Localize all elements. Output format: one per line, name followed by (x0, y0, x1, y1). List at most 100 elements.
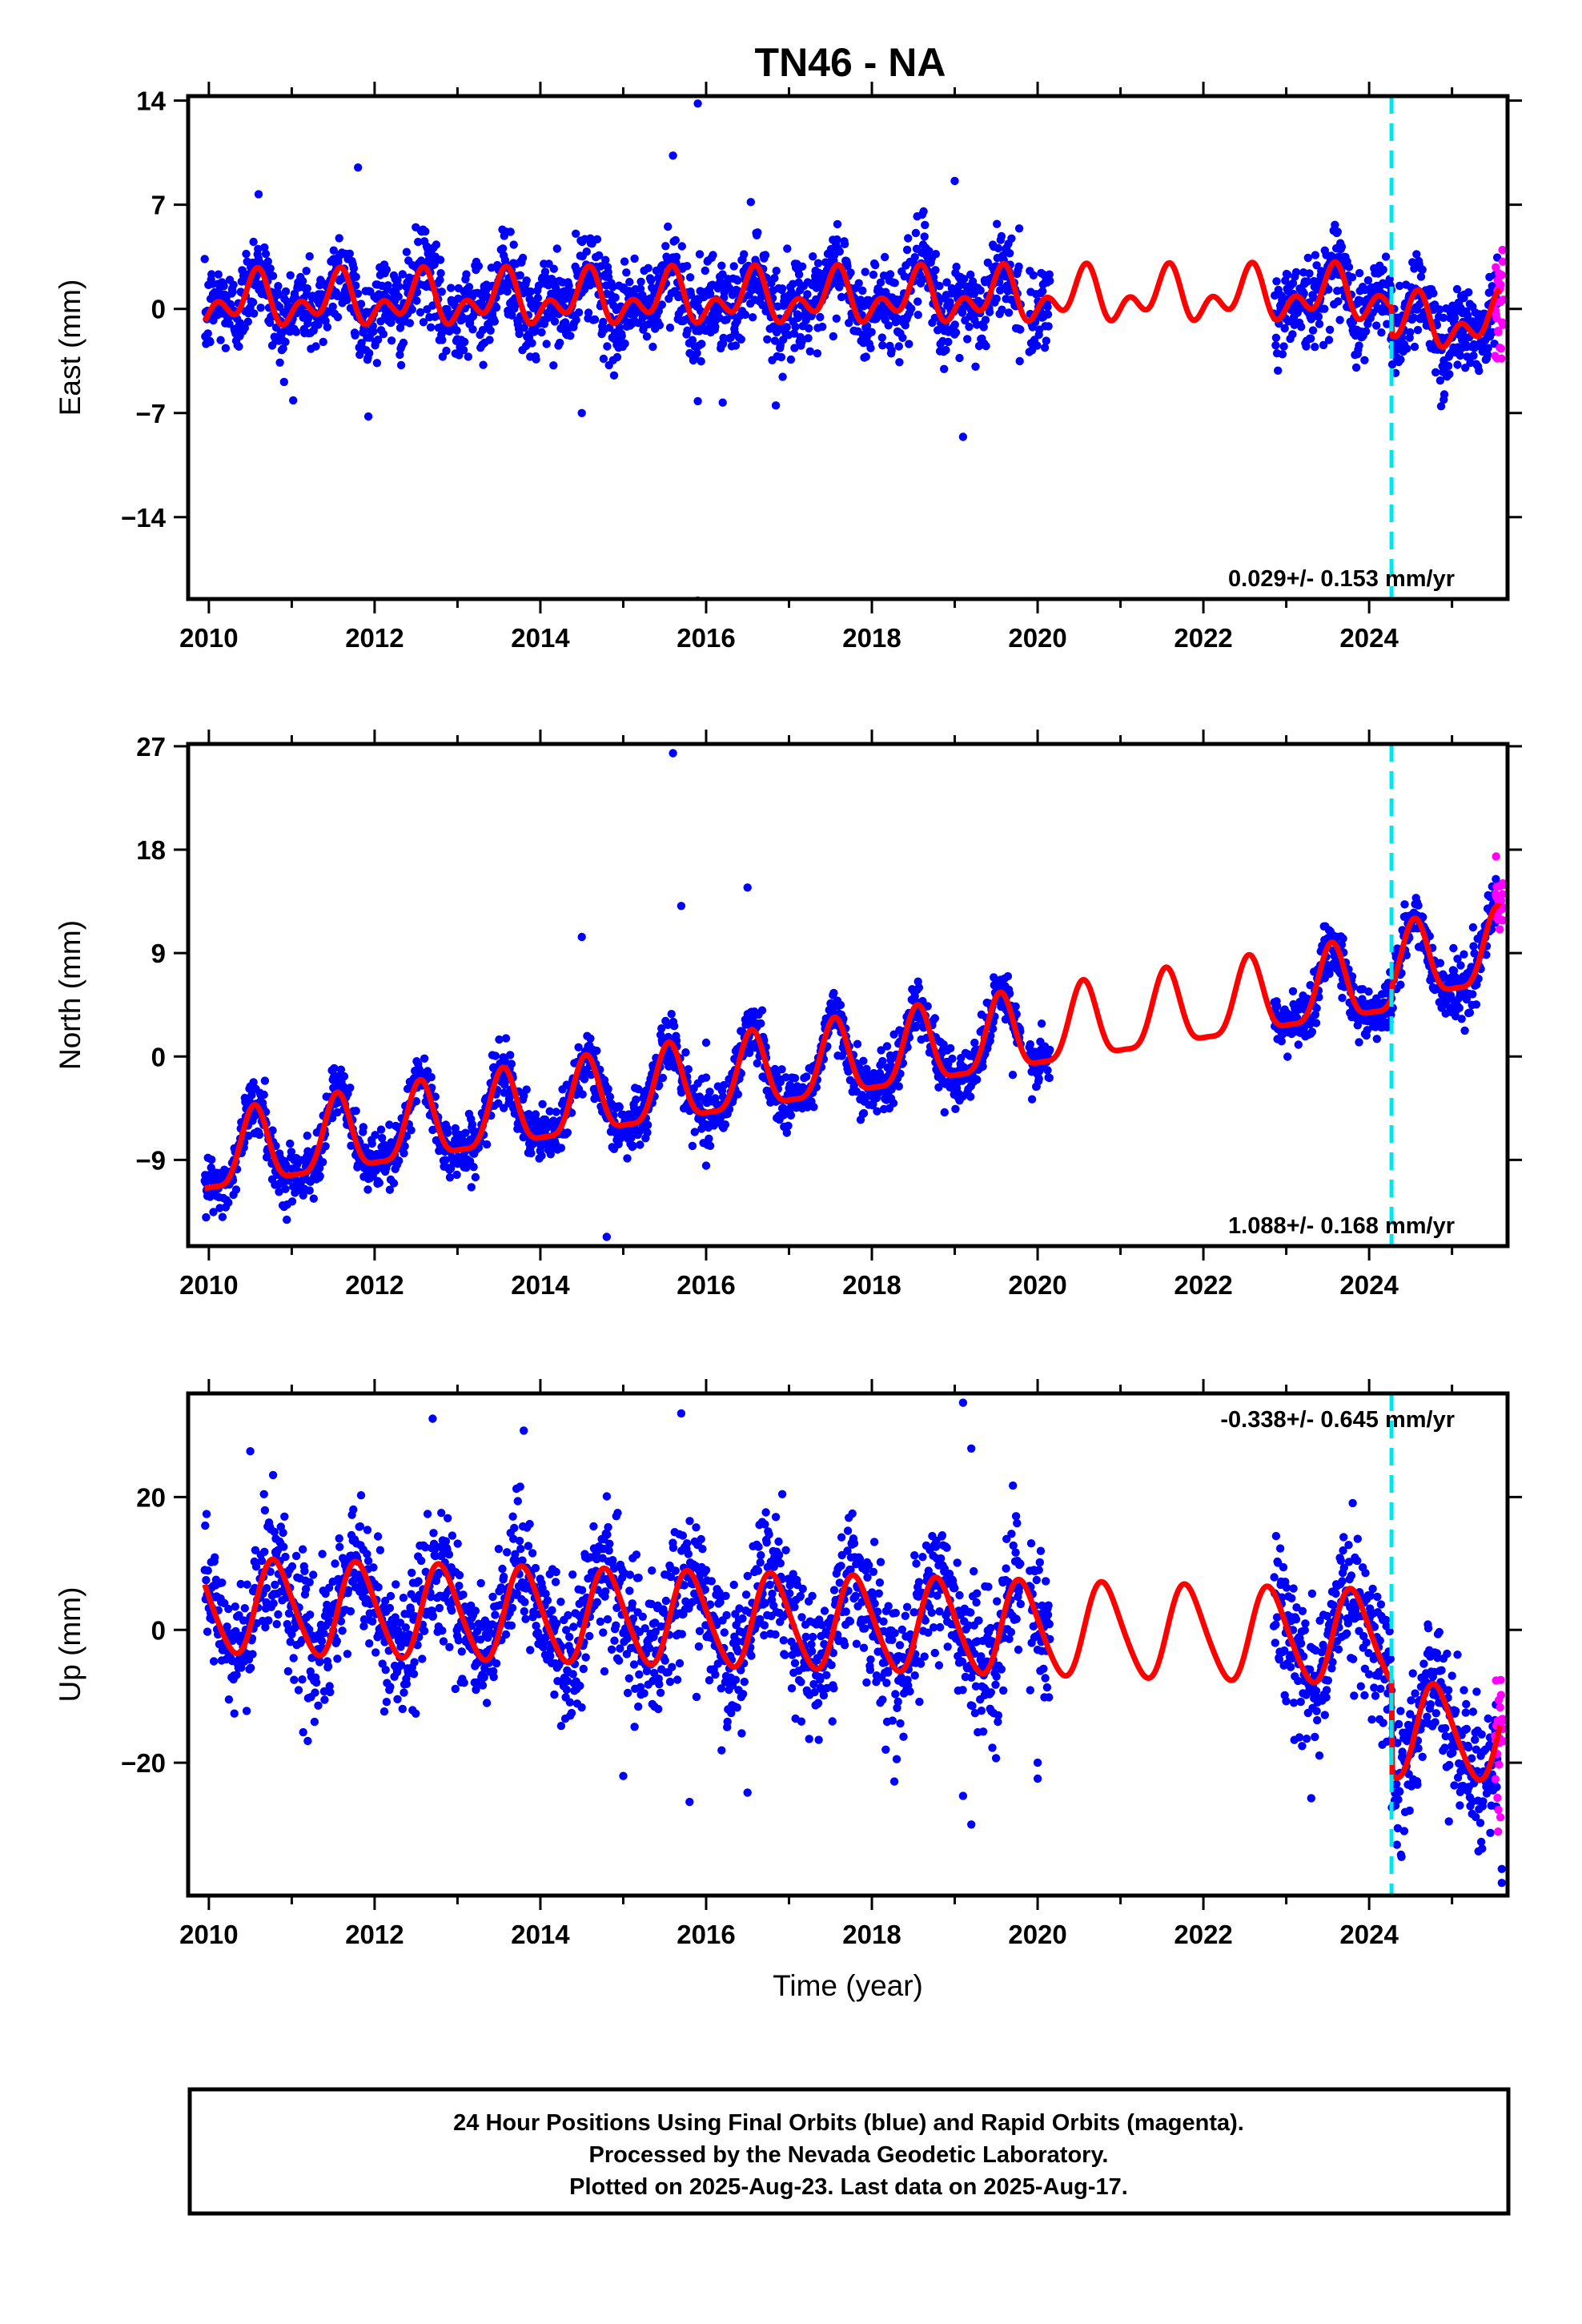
east-data-point (540, 267, 550, 276)
east-data-point (548, 276, 557, 285)
east-data-point (266, 264, 275, 273)
east-data-point (323, 323, 332, 332)
north-rapid-point (1496, 925, 1504, 934)
up-data-point (248, 1650, 257, 1659)
east-y-tick-label: −7 (135, 399, 166, 428)
east-data-point (630, 254, 639, 263)
east-data-point (913, 297, 922, 306)
east-data-point (414, 237, 423, 247)
east-data-point (229, 280, 238, 289)
east-data-point (328, 302, 337, 312)
up-data-point (203, 1566, 212, 1575)
north-data-point (1449, 943, 1458, 953)
north-data-point (469, 1163, 478, 1172)
north-data-point (303, 1132, 311, 1140)
east-data-point (994, 243, 1003, 253)
east-data-point (1324, 336, 1334, 344)
east-data-point (816, 312, 825, 322)
east-data-point (268, 271, 278, 280)
east-data-point (219, 282, 228, 291)
north-outlier-point (677, 902, 686, 911)
east-data-point (329, 246, 338, 255)
east-data-point (289, 396, 298, 405)
north-data-point (346, 1084, 355, 1092)
east-data-point (356, 300, 366, 308)
east-data-point (657, 300, 666, 309)
east-data-point (1403, 344, 1411, 353)
north-data-point (951, 1104, 960, 1114)
east-data-point (365, 348, 374, 358)
east-data-point (687, 291, 696, 300)
east-rapid-point (1499, 296, 1508, 304)
east-data-point (572, 316, 580, 324)
east-data-point (1469, 352, 1478, 360)
east-data-point (235, 342, 243, 351)
north-data-point (643, 1120, 652, 1130)
north-data-point (1339, 934, 1347, 943)
north-data-point (491, 1051, 500, 1060)
east-data-point (240, 324, 249, 332)
north-data-point (1472, 1000, 1481, 1009)
north-data-point (829, 988, 838, 998)
east-data-point (509, 240, 518, 249)
up-data-point (202, 1510, 211, 1518)
north-data-point (1469, 942, 1478, 951)
east-final-orbit-points (200, 99, 1502, 599)
east-data-point (221, 344, 231, 352)
north-data-point (782, 1128, 791, 1137)
north-x-tick-label: 2018 (842, 1270, 901, 1300)
east-data-point (1043, 303, 1052, 312)
east-data-point (622, 268, 631, 277)
north-data-point (327, 1113, 337, 1123)
east-data-point (861, 267, 869, 276)
north-y-tick-label: 18 (136, 835, 166, 865)
east-data-point (695, 250, 705, 259)
east-data-point (861, 352, 871, 361)
east-data-point (919, 207, 928, 216)
east-data-point (608, 283, 617, 292)
east-data-point (599, 317, 608, 327)
east-data-point (655, 320, 665, 330)
east-data-point (1416, 272, 1426, 281)
east-data-point (459, 345, 468, 355)
east-data-point (1303, 277, 1312, 286)
east-data-point (733, 276, 742, 285)
east-data-point (1379, 265, 1387, 274)
east-data-point (797, 262, 807, 271)
north-data-point (859, 1056, 868, 1066)
east-data-point (279, 344, 287, 353)
east-data-point (421, 227, 430, 236)
east-data-point (351, 272, 360, 281)
east-data-point (813, 259, 823, 267)
north-data-point (1492, 875, 1500, 883)
east-data-point (876, 278, 885, 287)
north-data-point (423, 1067, 432, 1076)
east-data-point (741, 310, 750, 320)
east-data-point (955, 353, 964, 363)
east-data-point (1295, 304, 1305, 313)
east-data-point (1483, 350, 1492, 360)
east-rapid-point (1492, 263, 1500, 271)
east-data-point (261, 249, 271, 259)
north-data-point (973, 1075, 982, 1084)
east-data-point (515, 329, 524, 339)
north-data-point (1396, 980, 1405, 989)
up-data-point (230, 1709, 239, 1718)
up-data-point (240, 1604, 249, 1613)
north-data-point (1325, 969, 1334, 979)
east-rapid-point (1496, 280, 1505, 289)
north-data-point (412, 1097, 421, 1106)
east-rate-label: 0.029+/- 0.153 mm/yr (1228, 566, 1455, 592)
east-data-point (298, 276, 307, 286)
east-data-point (1409, 313, 1419, 322)
east-data-point (242, 249, 251, 259)
north-data-point (202, 1212, 211, 1222)
east-data-point (942, 345, 950, 355)
east-data-point (1014, 262, 1023, 271)
east-data-point (537, 328, 546, 337)
east-data-point (1333, 227, 1343, 236)
east-data-point (992, 294, 1001, 304)
east-data-point (1436, 402, 1446, 411)
east-data-point (1452, 284, 1462, 294)
east-data-point (248, 298, 258, 307)
